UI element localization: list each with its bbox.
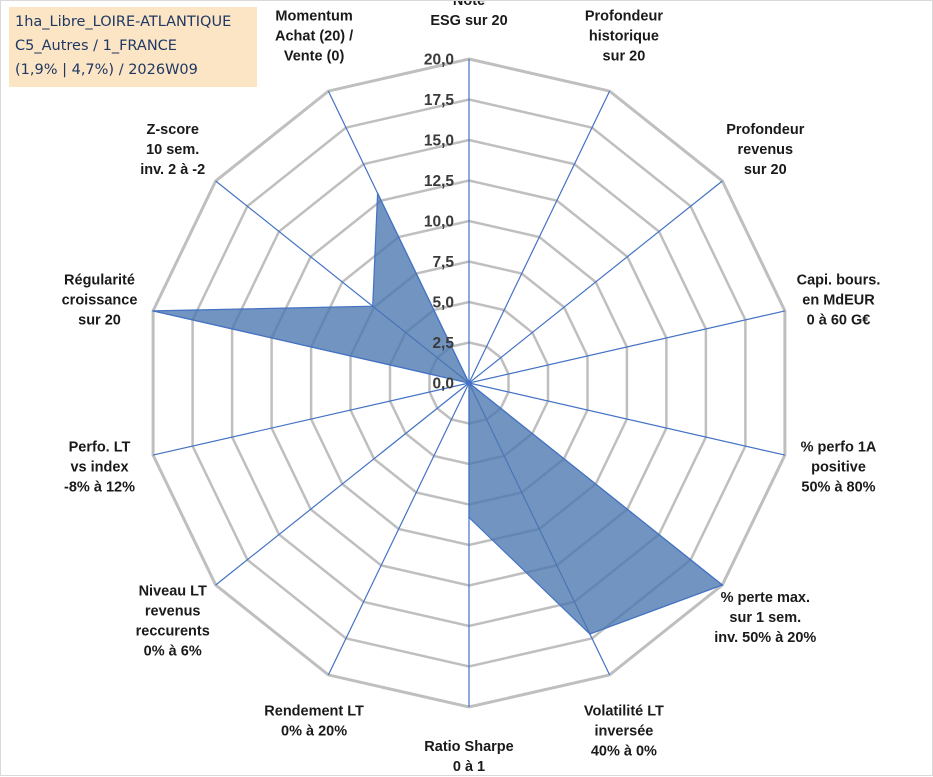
data-point-5 bbox=[721, 584, 724, 586]
category-label: Momentum Achat (20) / Vente (0) bbox=[275, 8, 353, 64]
category-label: Ratio Sharpe 0 à 1 bbox=[424, 739, 513, 775]
data-point-6 bbox=[589, 633, 591, 635]
category-label: Régularité croissance sur 20 bbox=[62, 273, 138, 329]
category-label: % perfo 1A positive 50% à 80% bbox=[801, 439, 877, 495]
info-line-title: 1ha_Libre_LOIRE-ATLANTIQUE bbox=[15, 14, 232, 30]
spoke-10 bbox=[152, 382, 470, 456]
info-box: 1ha_Libre_LOIRE-ATLANTIQUE C5_Autres / 1… bbox=[9, 7, 257, 87]
spoke-4 bbox=[468, 382, 786, 456]
data-point-7 bbox=[468, 516, 470, 519]
spoke-8 bbox=[327, 382, 470, 676]
radial-tick-labels: 0,0 2,5 5,0 7,5 10,0 12,5 15,0 17,5 20,0 bbox=[424, 52, 455, 393]
tick-label: 0,0 bbox=[432, 376, 454, 393]
category-label: Perfo. LT vs index -8% à 12% bbox=[64, 439, 135, 495]
tick-label: 2,5 bbox=[432, 335, 454, 352]
data-point-10 bbox=[468, 382, 470, 384]
spoke-2 bbox=[468, 180, 723, 384]
tick-label: 7,5 bbox=[432, 254, 454, 271]
data-point-11 bbox=[152, 310, 154, 312]
tick-label: 17,5 bbox=[424, 92, 455, 109]
spoke-1 bbox=[468, 90, 611, 384]
category-labels: Note ESG sur 20 Profondeur historique sur 20… bbox=[62, 1, 881, 775]
category-label: % perte max. sur 1 sem. inv. 50% à 20% bbox=[714, 590, 816, 646]
info-line-period: (1,9% | 4,7%) / 2026W09 bbox=[15, 62, 198, 78]
category-label: Profondeur historique sur 20 bbox=[585, 8, 663, 64]
tick-label: 5,0 bbox=[432, 295, 454, 312]
spoke-9 bbox=[215, 382, 470, 586]
tick-label: 10,0 bbox=[424, 214, 454, 231]
category-label: Volatilité LT inversée 40% à 0% bbox=[584, 704, 664, 760]
tick-label: 12,5 bbox=[424, 173, 455, 190]
category-label: Niveau LT revenus reccurents 0% à 6% bbox=[136, 584, 210, 660]
category-label: Rendement LT 0% à 20% bbox=[264, 704, 364, 740]
radar-series bbox=[152, 192, 724, 635]
data-point-12 bbox=[371, 305, 374, 308]
data-point-13 bbox=[376, 192, 379, 195]
tick-label: 15,0 bbox=[424, 133, 454, 150]
spoke-3 bbox=[468, 310, 786, 384]
tick-label: 20,0 bbox=[424, 52, 454, 69]
info-line-category: C5_Autres / 1_FRANCE bbox=[15, 38, 177, 54]
category-label: Z-score 10 sem. inv. 2 à -2 bbox=[140, 122, 205, 178]
category-label: Capi. bours. en MdEUR 0 à 60 G€ bbox=[797, 273, 881, 329]
category-label: Note ESG sur 20 bbox=[430, 1, 507, 29]
category-label: Profondeur revenus sur 20 bbox=[726, 122, 804, 178]
